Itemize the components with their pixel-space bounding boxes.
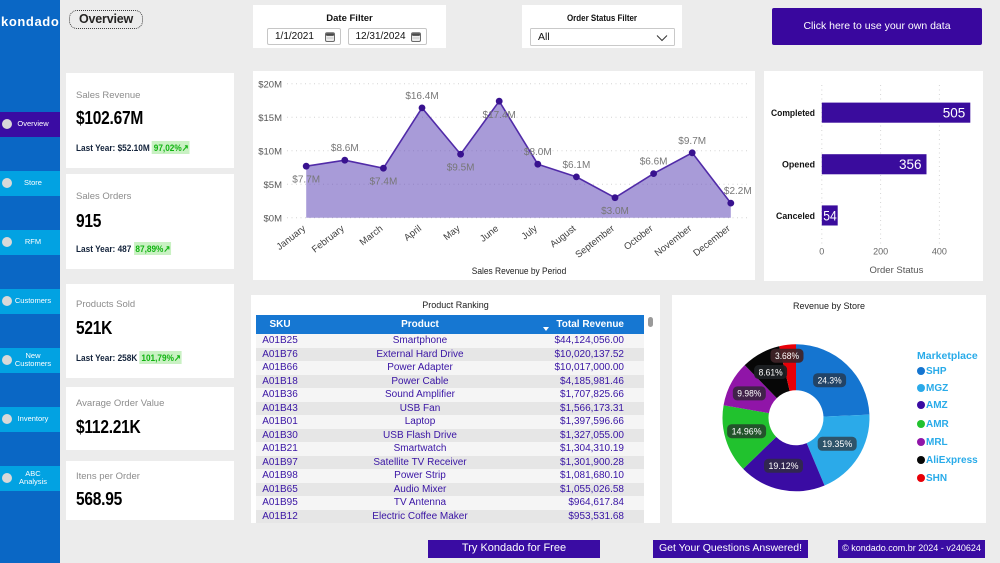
svg-text:3.68%: 3.68%	[775, 351, 799, 362]
svg-text:September: September	[573, 223, 616, 260]
svg-text:December: December	[691, 223, 732, 259]
svg-text:$15M: $15M	[258, 113, 282, 124]
svg-text:$8.6M: $8.6M	[331, 143, 359, 154]
svg-text:$20M: $20M	[258, 79, 282, 90]
svg-text:$9.7M: $9.7M	[678, 136, 706, 147]
svg-text:0: 0	[819, 247, 824, 257]
svg-text:14.96%: 14.96%	[732, 427, 763, 438]
svg-text:Completed: Completed	[771, 108, 815, 119]
svg-text:9.98%: 9.98%	[737, 389, 761, 400]
svg-text:19.35%: 19.35%	[822, 439, 853, 450]
svg-text:8.61%: 8.61%	[759, 367, 783, 378]
svg-text:Canceled: Canceled	[776, 211, 815, 222]
svg-text:$7.7M: $7.7M	[292, 175, 320, 186]
svg-text:$7.4M: $7.4M	[370, 177, 398, 188]
svg-text:24.3%: 24.3%	[818, 376, 842, 387]
svg-text:Opened: Opened	[782, 160, 815, 171]
svg-text:505: 505	[943, 106, 966, 121]
svg-text:$16.4M: $16.4M	[405, 91, 438, 102]
svg-text:$2.2M: $2.2M	[724, 186, 752, 197]
svg-text:November: November	[653, 223, 694, 259]
svg-text:June: June	[478, 223, 501, 244]
svg-text:$5M: $5M	[264, 180, 283, 191]
svg-text:October: October	[622, 223, 655, 252]
svg-text:Order Status: Order Status	[869, 265, 923, 276]
svg-text:$6.1M: $6.1M	[563, 160, 591, 171]
svg-text:$3.0M: $3.0M	[601, 206, 629, 217]
svg-text:400: 400	[932, 247, 947, 257]
svg-text:356: 356	[899, 157, 922, 172]
svg-text:March: March	[358, 223, 386, 248]
svg-text:$6.6M: $6.6M	[640, 157, 668, 168]
svg-text:$10M: $10M	[258, 146, 282, 157]
svg-text:August: August	[548, 223, 578, 250]
svg-text:May: May	[442, 223, 463, 243]
svg-text:$17.4M: $17.4M	[483, 110, 516, 121]
svg-text:54: 54	[823, 209, 837, 224]
svg-text:19.12%: 19.12%	[769, 461, 800, 472]
svg-text:April: April	[402, 223, 424, 243]
svg-text:$9.5M: $9.5M	[447, 163, 475, 174]
svg-text:January: January	[275, 223, 309, 253]
svg-text:July: July	[520, 223, 540, 242]
svg-text:$8.0M: $8.0M	[524, 147, 552, 158]
svg-text:200: 200	[873, 247, 888, 257]
svg-text:February: February	[310, 223, 347, 255]
svg-text:$0M: $0M	[264, 213, 283, 224]
